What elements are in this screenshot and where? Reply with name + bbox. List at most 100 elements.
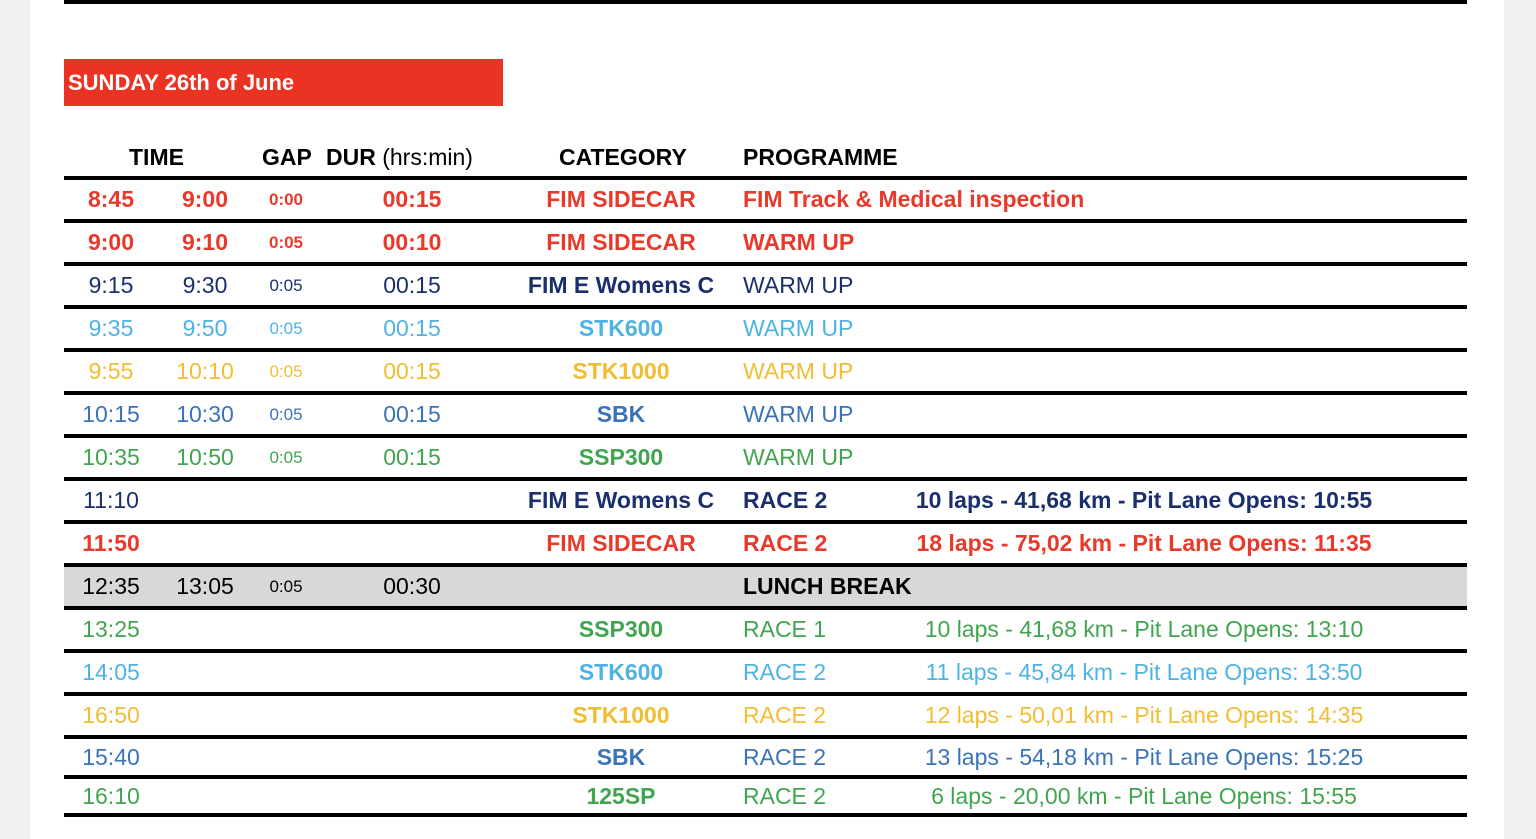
gap-value: 0:05 xyxy=(269,405,303,424)
table-row: 9:00 9:10 0:05 00:10 FIM SIDECAR WARM UP xyxy=(64,219,1467,262)
programme-label: WARM UP xyxy=(743,315,854,341)
programme-label: RACE 1 xyxy=(743,616,827,642)
table-row: 10:35 10:50 0:05 00:15 SSP300 WARM UP xyxy=(64,434,1467,477)
table-row: 10:15 10:30 0:05 00:15 SBK WARM UP xyxy=(64,391,1467,434)
start-time: 16:10 xyxy=(82,783,140,809)
schedule-table: 8:45 9:00 0:00 00:15 FIM SIDECAR FIM Track & … xyxy=(64,176,1467,817)
category-label: FIM SIDECAR xyxy=(546,186,696,212)
category-label: SSP300 xyxy=(578,444,664,470)
programme-label: WARM UP xyxy=(743,358,854,384)
header-time: TIME xyxy=(129,144,184,170)
table-row: 14:05 STK600 RACE 2 11 laps - 45,84 km - Pi… xyxy=(64,649,1467,692)
header-dur-unit: (hrs:min) xyxy=(382,144,473,170)
duration-value: 00:15 xyxy=(383,444,441,470)
header-category: CATEGORY xyxy=(559,144,687,170)
start-time: 13:25 xyxy=(82,616,140,642)
race-detail: 6 laps - 20,00 km - Pit Lane Opens: 15:5… xyxy=(931,783,1357,809)
programme-label: RACE 2 xyxy=(743,530,828,556)
duration-value: 00:15 xyxy=(383,315,441,341)
table-row: 15:40 SBK RACE 2 13 laps - 54,18 km - Pit L… xyxy=(64,735,1467,775)
category-label: FIM SIDECAR xyxy=(546,530,696,556)
end-time: 13:05 xyxy=(176,573,234,599)
programme-label: RACE 2 xyxy=(743,702,827,728)
start-time: 12:35 xyxy=(82,573,140,599)
table-row: 9:55 10:10 0:05 00:15 STK1000 WARM UP xyxy=(64,348,1467,391)
start-time: 16:50 xyxy=(82,702,140,728)
programme-label: WARM UP xyxy=(743,272,854,298)
gap-value: 0:05 xyxy=(268,233,304,252)
end-time: 9:50 xyxy=(182,315,228,341)
header-programme: PROGRAMME xyxy=(743,144,898,170)
header-gap: GAP xyxy=(262,144,312,170)
start-time: 9:15 xyxy=(88,272,134,298)
programme-label: RACE 2 xyxy=(743,487,828,513)
programme-label: RACE 2 xyxy=(743,744,827,770)
header-dur-label: DUR xyxy=(326,144,376,170)
gap-value: 0:05 xyxy=(269,319,303,338)
duration-value: 00:10 xyxy=(382,229,442,255)
header-dur: DUR (hrs:min) xyxy=(326,144,473,171)
category-label: FIM E Womens C xyxy=(527,487,715,513)
lunch-row: 12:35 13:05 0:05 00:30 LUNCH BREAK xyxy=(64,563,1467,606)
table-row: 16:50 STK1000 RACE 2 12 laps - 50,01 km - P… xyxy=(64,692,1467,735)
programme-label: WARM UP xyxy=(743,229,855,255)
end-time: 10:10 xyxy=(176,358,234,384)
race-detail: 10 laps - 41,68 km - Pit Lane Opens: 13:… xyxy=(924,616,1364,642)
category-label: FIM SIDECAR xyxy=(546,229,696,255)
category-label: STK1000 xyxy=(572,702,670,728)
end-time: 10:50 xyxy=(176,444,234,470)
table-row: 13:25 SSP300 RACE 1 10 laps - 41,68 km - Pi… xyxy=(64,606,1467,649)
category-label: SSP300 xyxy=(578,616,664,642)
duration-value: 00:15 xyxy=(383,272,441,298)
programme-label: RACE 2 xyxy=(743,783,827,809)
race-detail: 11 laps - 45,84 km - Pit Lane Opens: 13:… xyxy=(925,659,1363,685)
duration-value: 00:15 xyxy=(382,186,442,212)
duration-value: 00:15 xyxy=(383,401,441,427)
start-time: 8:45 xyxy=(87,186,135,212)
top-rule xyxy=(64,0,1467,4)
gap-value: 0:00 xyxy=(268,190,304,209)
category-label: 125SP xyxy=(586,783,656,809)
race-detail: 10 laps - 41,68 km - Pit Lane Opens: 10:… xyxy=(915,487,1373,513)
category-label: STK600 xyxy=(578,315,664,341)
schedule-page: SUNDAY 26th of June TIME GAP DUR (hrs:mi… xyxy=(30,0,1504,839)
gap-value: 0:05 xyxy=(269,362,303,381)
programme-label: WARM UP xyxy=(743,444,854,470)
gap-value: 0:05 xyxy=(269,448,303,467)
gap-value: 0:05 xyxy=(269,276,303,295)
table-row: 11:50 FIM SIDECAR RACE 2 18 laps - 75,02 km… xyxy=(64,520,1467,563)
programme-label: WARM UP xyxy=(743,401,854,427)
start-time: 10:15 xyxy=(82,401,140,427)
end-time: 9:10 xyxy=(181,229,229,255)
start-time: 15:40 xyxy=(82,744,140,770)
start-time: 9:55 xyxy=(88,358,134,384)
table-row: 9:15 9:30 0:05 00:15 FIM E Womens C WARM UP xyxy=(64,262,1467,305)
duration-value: 00:15 xyxy=(383,358,441,384)
start-time: 14:05 xyxy=(82,659,140,685)
gap-value: 0:05 xyxy=(269,577,303,596)
table-header: TIME GAP DUR (hrs:min) CATEGORY PROGRAMM… xyxy=(64,138,1467,176)
race-detail: 18 laps - 75,02 km - Pit Lane Opens: 11:… xyxy=(916,530,1372,556)
start-time: 10:35 xyxy=(82,444,140,470)
programme-label: LUNCH BREAK xyxy=(743,573,912,599)
category-label: STK1000 xyxy=(572,358,670,384)
table-row: 11:10 FIM E Womens C RACE 2 10 laps - 41,68… xyxy=(64,477,1467,520)
programme-label: RACE 2 xyxy=(743,659,827,685)
table-row: 16:10 125SP RACE 2 6 laps - 20,00 km - Pit … xyxy=(64,775,1467,817)
end-time: 9:00 xyxy=(181,186,229,212)
start-time: 9:35 xyxy=(88,315,134,341)
race-detail: 13 laps - 54,18 km - Pit Lane Opens: 15:… xyxy=(924,744,1364,770)
start-time: 9:00 xyxy=(87,229,135,255)
end-time: 9:30 xyxy=(182,272,228,298)
race-detail: 12 laps - 50,01 km - Pit Lane Opens: 14:… xyxy=(924,702,1364,728)
category-label: SBK xyxy=(596,744,646,770)
category-label: SBK xyxy=(596,401,646,427)
table-row: 9:35 9:50 0:05 00:15 STK600 WARM UP xyxy=(64,305,1467,348)
duration-value: 00:30 xyxy=(383,573,441,599)
day-title: SUNDAY 26th of June xyxy=(64,59,503,106)
start-time: 11:50 xyxy=(82,530,140,556)
programme-label: FIM Track & Medical inspection xyxy=(743,186,1085,212)
category-label: FIM E Womens C xyxy=(527,272,715,298)
end-time: 10:30 xyxy=(176,401,234,427)
table-row: 8:45 9:00 0:00 00:15 FIM SIDECAR FIM Track & … xyxy=(64,176,1467,219)
